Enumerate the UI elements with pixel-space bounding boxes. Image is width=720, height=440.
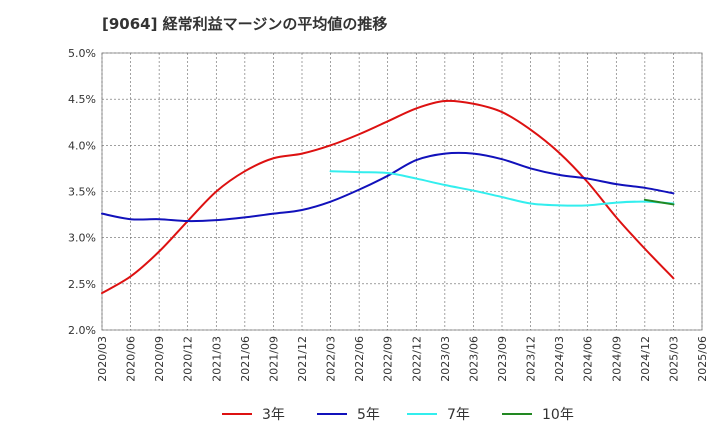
x-tick-label: 2023/03 (439, 336, 452, 382)
y-tick-label: 5.0% (68, 47, 96, 60)
x-tick-label: 2021/03 (210, 336, 223, 382)
x-axis: 2020/03 2020/06 2020/09 2020/12 2021/03 2021/… (96, 336, 709, 382)
x-tick-label: 2021/09 (267, 336, 280, 382)
series-line-2 (101, 151, 675, 223)
x-tick-label: 2023/12 (525, 336, 538, 382)
x-tick-label: 2024/03 (553, 336, 566, 382)
x-tick-label: 2024/06 (582, 336, 595, 382)
legend-label: 7年 (447, 407, 470, 423)
legend-item: 7年 (407, 407, 470, 423)
legend-item: 3年 (222, 407, 285, 423)
series-line-3 (329, 170, 675, 207)
grid (101, 52, 703, 331)
x-tick-label: 2020/03 (96, 336, 109, 382)
x-tick-label: 2023/06 (467, 336, 480, 382)
x-tick-label: 2020/06 (125, 336, 138, 382)
x-tick-label: 2020/12 (182, 336, 195, 382)
y-tick-label: 3.5% (68, 186, 96, 199)
legend-item: 5年 (317, 407, 380, 423)
chart-title: [9064] 経常利益マージンの平均値の推移 (102, 15, 387, 33)
y-tick-label: 4.5% (68, 93, 96, 106)
x-tick-label: 2022/12 (410, 336, 423, 382)
x-tick-label: 2021/12 (296, 336, 309, 382)
x-tick-label: 2022/09 (382, 336, 395, 382)
x-tick-label: 2021/06 (239, 336, 252, 382)
series-line-1 (101, 99, 675, 295)
legend-label: 5年 (357, 407, 380, 423)
y-tick-label: 4.0% (68, 139, 96, 152)
legend: 3年 5年 7年 10年 (222, 407, 574, 423)
legend-item: 10年 (502, 407, 574, 423)
x-tick-label: 2025/03 (667, 336, 680, 382)
legend-label: 3年 (262, 407, 285, 423)
x-tick-label: 2020/09 (153, 336, 166, 382)
x-tick-label: 2023/09 (496, 336, 509, 382)
y-tick-label: 2.0% (68, 324, 96, 337)
y-tick-label: 3.0% (68, 232, 96, 245)
x-tick-label: 2024/09 (610, 336, 623, 382)
x-tick-label: 2022/03 (325, 336, 338, 382)
series-line-4 (643, 198, 675, 206)
x-tick-label: 2024/12 (639, 336, 652, 382)
legend-label: 10年 (542, 407, 574, 423)
series-layer (101, 99, 675, 295)
x-tick-label: 2025/06 (696, 336, 709, 382)
y-axis: 2.0% 2.5% 3.0% 3.5% 4.0% 4.5% 5.0% (68, 47, 96, 337)
x-tick-label: 2022/06 (353, 336, 366, 382)
y-tick-label: 2.5% (68, 278, 96, 291)
